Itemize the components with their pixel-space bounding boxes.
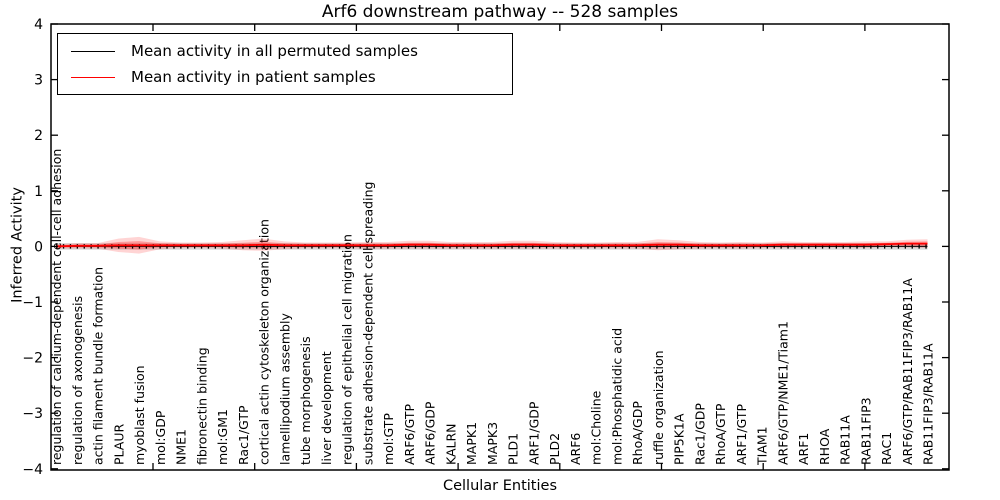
x-tick-label: ARF6	[568, 433, 583, 465]
x-tick-label: Rac1/GTP	[236, 405, 251, 465]
x-tick-label: PLAUR	[111, 424, 126, 465]
y-tick-label: 1	[34, 184, 43, 200]
x-tick-label: mol:Phosphatidic acid	[609, 328, 624, 465]
y-tick-label: 3	[34, 73, 43, 89]
legend-entry-patient: Mean activity in patient samples	[58, 68, 512, 86]
x-tick-label: RAC1	[879, 432, 894, 465]
x-tick-label: PIP5K1A	[672, 413, 687, 465]
x-tick-label: regulation of axonogenesis	[70, 296, 85, 465]
x-tick-label: PLD1	[506, 433, 521, 465]
x-tick-label: TIAM1	[755, 426, 770, 466]
legend-label-patient: Mean activity in patient samples	[131, 68, 376, 86]
x-tick-label: tube morphogenesis	[298, 336, 313, 465]
x-tick-label: ARF1/GTP	[734, 404, 749, 465]
x-tick-label: substrate adhesion-dependent cell spread…	[360, 182, 375, 465]
x-tick-labels: regulation of calcium-dependent cell-cel…	[49, 149, 936, 466]
y-tick-labels: 4 3 2 1 0 −1 −2 −3 −4	[22, 17, 43, 478]
x-tick-label: mol:GDP	[153, 410, 168, 465]
legend: Mean activity in all permuted samples Me…	[57, 33, 513, 95]
x-tick-label: Rac1/GDP	[692, 403, 707, 465]
legend-label-permuted: Mean activity in all permuted samples	[131, 42, 418, 60]
x-tick-label: ARF6/GTP	[402, 404, 417, 465]
x-tick-label: RAB11A	[838, 415, 853, 465]
series-line-patient	[55, 242, 928, 248]
x-tick-label: regulation of calcium-dependent cell-cel…	[49, 149, 64, 465]
x-tick-label: ARF6/GDP	[423, 401, 438, 465]
tick-marks	[51, 23, 949, 470]
x-tick-label: cortical actin cytoskeleton organization	[257, 219, 272, 465]
x-tick-label: MAPK1	[464, 422, 479, 465]
chart-title: Arf6 downstream pathway -- 528 samples	[321, 2, 679, 22]
x-tick-label: PLD2	[547, 433, 562, 465]
x-tick-label: ruffle organization	[651, 350, 666, 465]
x-tick-label: ARF1/GDP	[526, 401, 541, 465]
x-tick-label: RAB11FIP3	[858, 397, 873, 465]
y-tick-label: −2	[22, 351, 43, 367]
y-tick-label: 4	[34, 17, 43, 33]
x-tick-label: ARF6/GTP/NME1/Tiam1	[775, 321, 790, 465]
y-axis-label: Inferred Activity	[9, 187, 26, 303]
x-tick-label: mol:GTP	[381, 413, 396, 465]
x-tick-label: RhoA/GDP	[630, 401, 645, 465]
y-tick-label: −1	[22, 295, 43, 311]
x-tick-label: regulation of epithelial cell migration	[340, 234, 355, 465]
y-tick-label: −4	[22, 462, 43, 478]
x-tick-label: RHOA	[817, 428, 832, 465]
black-line-swatch-icon	[71, 50, 115, 52]
x-tick-label: fibronectin binding	[194, 347, 209, 465]
x-axis-label: Cellular Entities	[442, 478, 558, 494]
x-tick-label: myoblast fusion	[132, 365, 147, 465]
x-tick-label: liver development	[319, 351, 334, 465]
x-tick-label: lamellipodium assembly	[277, 313, 292, 465]
x-tick-label: NME1	[174, 429, 189, 465]
x-tick-label: mol:Choline	[589, 390, 604, 465]
y-tick-label: −3	[22, 406, 43, 422]
x-tick-label: ARF1	[796, 433, 811, 465]
legend-entry-permuted: Mean activity in all permuted samples	[58, 42, 512, 60]
x-tick-label: actin filament bundle formation	[91, 267, 106, 465]
x-tick-label: mol:GM1	[215, 409, 230, 465]
x-tick-label: ARF6/GTP/RAB11FIP3/RAB11A	[900, 278, 915, 465]
x-tick-label: KALRN	[443, 423, 458, 465]
x-tick-label: RAB11FIP3/RAB11A	[921, 343, 936, 465]
red-line-swatch-icon	[71, 76, 115, 78]
x-tick-label: MAPK3	[485, 422, 500, 465]
x-tick-label: RhoA/GTP	[713, 403, 728, 465]
y-tick-label: 2	[34, 128, 43, 144]
y-tick-label: 0	[34, 239, 43, 255]
